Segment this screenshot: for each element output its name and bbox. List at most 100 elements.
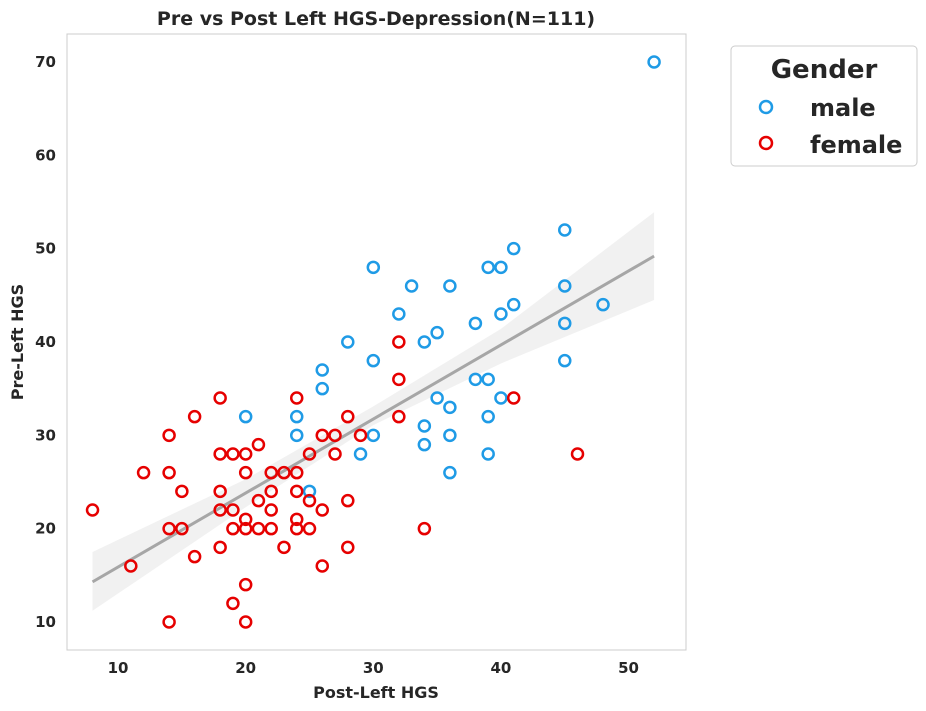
confidence-band [92, 212, 655, 611]
point-female [226, 521, 240, 536]
point-male [558, 316, 572, 331]
point-male [468, 372, 483, 387]
y-tick-label: 30 [35, 426, 56, 444]
y-axis-label: Pre-Left HGS [8, 284, 27, 400]
point-male [404, 279, 419, 293]
point-female [238, 521, 253, 536]
point-male [315, 381, 330, 396]
legend: Gender male female [730, 45, 918, 167]
point-female [315, 428, 330, 443]
point-male [481, 409, 495, 424]
point-female [328, 447, 342, 461]
point-female [85, 503, 100, 517]
point-female [341, 540, 355, 555]
point-male [302, 484, 317, 499]
point-female [213, 391, 227, 405]
point-female [213, 447, 227, 461]
point-female [506, 391, 521, 405]
point-female [289, 521, 304, 536]
point-female [392, 335, 406, 349]
point-male [366, 428, 381, 443]
point-male [494, 260, 508, 275]
point-male [238, 409, 253, 424]
point-female [277, 540, 291, 555]
point-female [417, 521, 432, 536]
point-female [251, 437, 266, 452]
y-axis-ticks: 10 20 30 40 50 60 70 [35, 53, 56, 631]
point-male [289, 409, 304, 424]
point-male [494, 391, 508, 405]
y-tick-label: 70 [35, 53, 56, 71]
point-female [264, 484, 278, 499]
point-male [558, 279, 572, 293]
point-female [302, 493, 317, 508]
point-female [162, 521, 176, 536]
point-female [341, 409, 355, 424]
point-male [506, 241, 521, 256]
point-male [468, 316, 483, 331]
point-female [238, 465, 253, 480]
x-tick-label: 10 [108, 659, 129, 677]
point-female [226, 596, 240, 611]
point-male [558, 223, 572, 237]
point-male [392, 307, 406, 321]
point-male [481, 260, 495, 275]
y-tick-label: 50 [35, 240, 56, 258]
point-male [443, 279, 457, 293]
point-male [315, 363, 330, 377]
point-female [162, 428, 176, 443]
point-female [353, 428, 368, 443]
point-female [289, 391, 304, 405]
point-female [302, 447, 317, 461]
point-female [277, 465, 291, 480]
point-male [353, 447, 368, 461]
y-tick-label: 10 [35, 613, 56, 631]
point-female [289, 512, 304, 527]
point-female [162, 615, 176, 629]
point-female [289, 484, 304, 499]
point-male [366, 260, 381, 275]
point-female [392, 372, 406, 387]
point-female [213, 540, 227, 555]
point-male [558, 353, 572, 368]
point-male [481, 372, 495, 387]
point-female [226, 503, 240, 517]
scatter-points [85, 55, 661, 629]
point-female [238, 577, 253, 592]
point-female [289, 465, 304, 480]
point-female [251, 493, 266, 508]
x-axis-ticks: 10 20 30 40 50 [108, 659, 639, 677]
legend-title: Gender [771, 55, 878, 85]
point-female [302, 521, 317, 536]
point-female [136, 465, 151, 480]
point-female [264, 465, 278, 480]
point-male [481, 447, 495, 461]
point-female [187, 409, 202, 424]
y-tick-label: 60 [35, 146, 56, 164]
point-female [238, 615, 253, 629]
legend-marker-male [758, 99, 774, 115]
point-male [341, 335, 355, 349]
legend-marker-female [758, 135, 774, 151]
x-tick-label: 50 [618, 659, 639, 677]
x-tick-label: 20 [235, 659, 256, 677]
x-tick-label: 40 [491, 659, 512, 677]
point-female [251, 521, 266, 536]
point-female [187, 549, 202, 564]
point-male [366, 353, 381, 368]
x-tick-label: 30 [363, 659, 384, 677]
point-female [213, 484, 227, 499]
point-male [417, 335, 432, 349]
y-tick-label: 20 [35, 520, 56, 538]
point-male [430, 391, 444, 405]
point-female [315, 503, 330, 517]
legend-label-female: female [810, 131, 902, 159]
point-male [430, 325, 444, 340]
point-male [443, 428, 457, 443]
point-female [124, 559, 138, 573]
point-male [494, 307, 508, 321]
point-female [238, 512, 253, 527]
point-female [264, 521, 278, 536]
point-male [647, 55, 661, 69]
point-female [175, 484, 189, 499]
